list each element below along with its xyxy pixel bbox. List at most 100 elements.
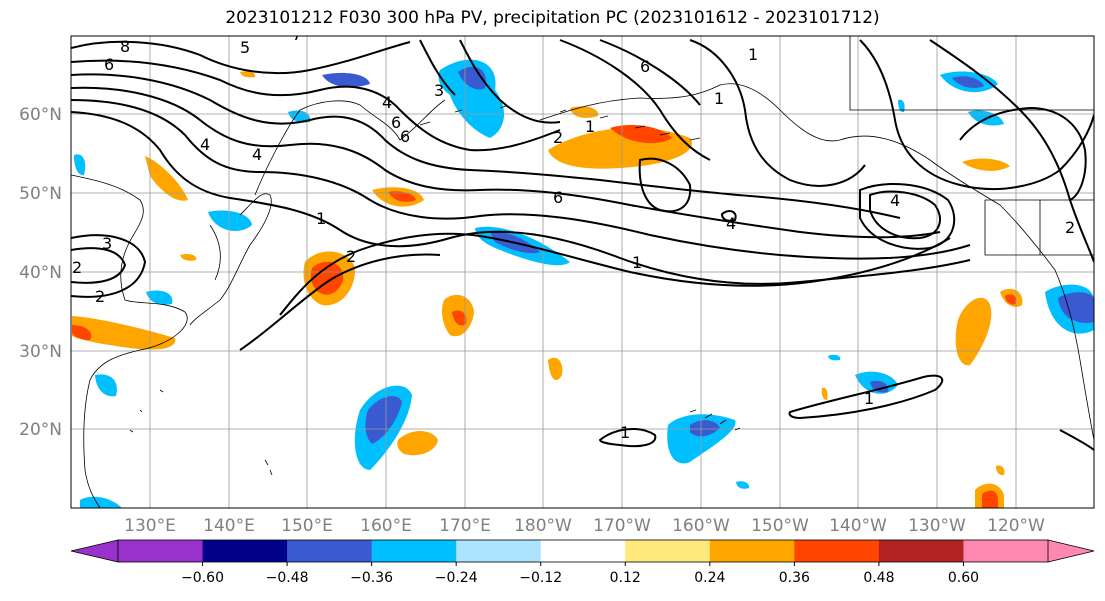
- contour-label: 2: [553, 128, 563, 147]
- canada-border: [849, 36, 1094, 256]
- precip-negative-region: [365, 396, 402, 444]
- contour-label: 5: [240, 38, 250, 57]
- colorbar-tick-label: −0.12: [519, 570, 562, 586]
- longitude-labels: 130°E 140°E 150°E 160°E 170°E 180°W 170°…: [124, 516, 1045, 536]
- precip-positive-region: [452, 310, 467, 326]
- precip-positive-region: [72, 325, 92, 340]
- contour-label: 1: [620, 423, 630, 442]
- contour-label: 2: [1065, 218, 1075, 237]
- colorbar-segment: [540, 540, 626, 562]
- contour-labels: 8 6 5 7 3 4 6 6 2 1 6 4 1 2 4 1 3 2 2 6 …: [72, 25, 1075, 442]
- pv-contour-line: [71, 86, 941, 239]
- contour-label: 1: [585, 117, 595, 136]
- colorbar-segment: [625, 540, 711, 562]
- precip-anomaly-fill: [72, 59, 1094, 508]
- colorbar-segment: [709, 540, 795, 562]
- pv-contour-line: [598, 428, 657, 448]
- colorbar-extend-high: [1047, 539, 1095, 563]
- precip-negative-region: [828, 354, 841, 361]
- alaska-coastline: [539, 83, 1094, 441]
- pv-contour-line: [788, 374, 944, 420]
- pv-contour-line: [71, 40, 411, 75]
- pv-contour-line: [959, 106, 1087, 201]
- precip-negative-region: [74, 154, 86, 176]
- contour-label: 6: [640, 57, 650, 76]
- precip-negative-region: [438, 59, 505, 138]
- precip-negative-region: [322, 72, 370, 88]
- graticule: [71, 36, 1094, 508]
- pv-contours: [71, 39, 1094, 451]
- precip-negative-region: [146, 290, 173, 305]
- lon-label: 170°E: [439, 516, 491, 536]
- contour-label: 2: [346, 247, 356, 266]
- colorbar-tick-label: 0.12: [610, 570, 641, 586]
- lon-label: 160°E: [360, 516, 412, 536]
- precip-negative-region: [208, 210, 252, 232]
- precip-negative-region: [690, 420, 720, 437]
- aleutian-islands: [419, 105, 701, 141]
- lon-label: 130°W: [908, 516, 966, 536]
- colorbar-segment: [371, 540, 457, 562]
- lon-label: 170°W: [593, 516, 651, 536]
- contour-label: 2: [72, 258, 82, 277]
- precip-positive-region: [240, 71, 256, 78]
- lat-label: 30°N: [19, 342, 62, 362]
- precip-negative-region: [95, 374, 117, 397]
- colorbar-segment: [287, 540, 373, 562]
- colorbar-tick-label: 0.48: [863, 570, 894, 586]
- precip-positive-region: [610, 125, 672, 144]
- contour-label: 4: [200, 135, 210, 154]
- contour-label: 3: [434, 81, 444, 100]
- pv-contour-line: [71, 247, 127, 284]
- map-title: 2023101212 F030 300 hPa PV, precipitatio…: [225, 8, 880, 28]
- lon-label: 150°W: [751, 516, 809, 536]
- hawaii-islands: [689, 409, 741, 431]
- precip-positive-region: [548, 357, 563, 381]
- pv-contour-line: [638, 157, 692, 213]
- colorbar-tick-label: 0.36: [779, 570, 810, 586]
- pv-contour-line: [869, 190, 941, 240]
- contour-label: 6: [391, 113, 401, 132]
- precip-positive-region: [397, 431, 438, 456]
- colorbar-tick-label: −0.36: [350, 570, 393, 586]
- contour-label: 1: [748, 45, 758, 64]
- precip-positive-region: [388, 191, 416, 202]
- pv-contour-line: [71, 111, 971, 285]
- korea-japan-coastline: [189, 193, 272, 326]
- lon-label: 150°E: [281, 516, 333, 536]
- contour-label: 6: [104, 55, 114, 74]
- pv-contour-line: [859, 183, 956, 250]
- precip-positive-region: [821, 387, 828, 400]
- precip-positive-region: [570, 106, 599, 118]
- colorbar-extend-low: [70, 539, 119, 563]
- colorbar-tick-labels: −0.60 −0.48 −0.36 −0.24 −0.12 0.12 0.24 0.36 0.4…: [181, 562, 979, 586]
- colorbar-segment: [118, 540, 204, 562]
- precip-positive-region: [962, 158, 1010, 171]
- precip-positive-region: [310, 261, 344, 295]
- asia-coastline: [71, 174, 188, 508]
- precip-negative-region: [898, 99, 905, 113]
- pv-contour-line: [1059, 429, 1094, 451]
- map-frame: [70, 35, 1095, 509]
- contour-label: 1: [316, 209, 326, 228]
- pv-contour-line: [71, 99, 971, 260]
- colorbar-tick-label: −0.60: [181, 570, 224, 586]
- pv-contour-line: [71, 234, 147, 298]
- colorbar-segment: [202, 540, 288, 562]
- colorbar-segment: [794, 540, 880, 562]
- lon-label: 160°W: [672, 516, 730, 536]
- contour-label: 2: [95, 287, 105, 306]
- lon-label: 140°E: [203, 516, 255, 536]
- pv-contour-line: [71, 73, 901, 219]
- contour-label: 6: [400, 127, 410, 146]
- colorbar-segment: [456, 540, 542, 562]
- pv-contour-line: [239, 253, 441, 351]
- colorbar-tick-label: −0.24: [435, 570, 478, 586]
- precip-positive-region: [982, 490, 998, 508]
- contour-label: 7: [292, 25, 302, 44]
- colorbar-tick-label: −0.48: [266, 570, 309, 586]
- coastlines: [71, 36, 1094, 508]
- colorbar-segment: [963, 540, 1049, 562]
- precip-positive-region: [1005, 294, 1017, 305]
